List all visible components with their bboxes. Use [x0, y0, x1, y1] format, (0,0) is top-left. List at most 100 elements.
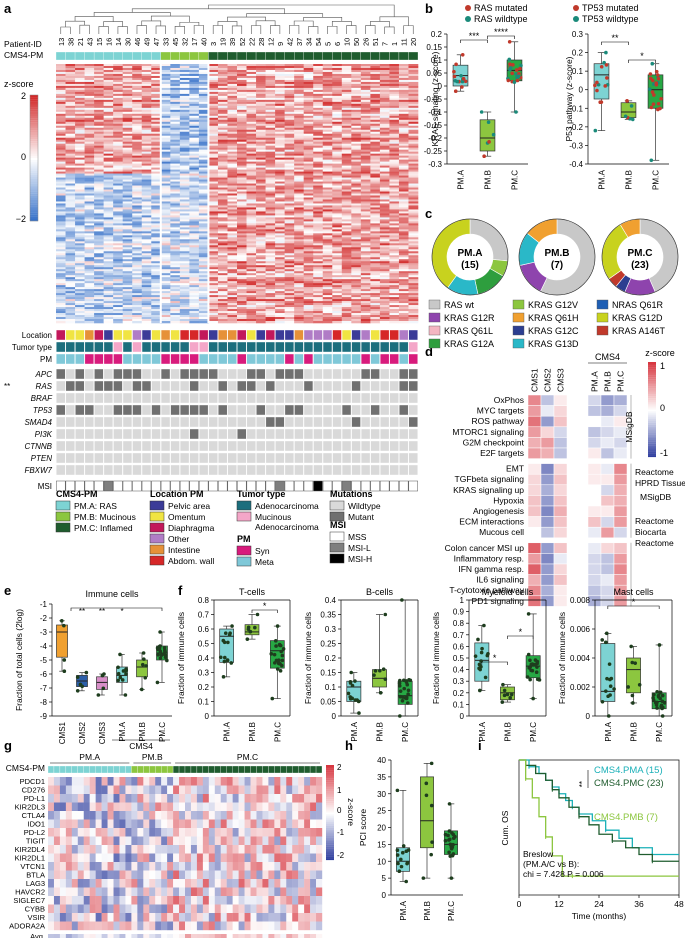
heatmap-cell: [94, 83, 104, 87]
heatmap-cell: [198, 281, 209, 284]
heatmap-cell: [227, 159, 238, 162]
cms4pm-cell: [103, 51, 114, 61]
heatmap-cell: [198, 165, 209, 168]
heatmap-cell: [141, 131, 152, 135]
heatmap-cell: [341, 231, 352, 234]
heatmap-cell: [179, 137, 190, 141]
heatmap-cell: [132, 263, 143, 266]
heatmap-cell: [170, 201, 181, 204]
heatmap-cell: [75, 209, 85, 212]
heatmap-cell: [237, 155, 247, 158]
heatmap-cell: [322, 143, 333, 146]
heatmap-cell: [313, 279, 324, 282]
heatmap-cell: [341, 201, 352, 204]
heatmap-cell: [179, 139, 190, 142]
heatmap-cell: [408, 221, 419, 224]
heatmap-cell: [141, 179, 152, 182]
heatmap-cell: [179, 85, 190, 89]
heatmap-cell: [360, 115, 371, 119]
heatmap-cell: [113, 215, 123, 218]
heatmap-cell: [94, 275, 104, 278]
cms4pm-cell: [398, 51, 409, 61]
heatmap-cell: [294, 213, 304, 216]
heatmap-cell: [84, 195, 95, 198]
heatmap-cell: [360, 267, 371, 270]
heatmap-cell: [227, 97, 238, 101]
heatmap-cell: [132, 87, 143, 91]
heatmap-cell: [151, 203, 162, 206]
heatmap-cell: [294, 185, 304, 188]
heatmap-cell: [341, 127, 352, 131]
heatmap-cell: [217, 167, 228, 170]
heatmap-cell: [208, 265, 219, 268]
heatmap-cell: [370, 73, 381, 77]
heatmap-cell: [284, 307, 295, 310]
heatmap-cell: [132, 175, 143, 178]
heatmap-cell: [84, 223, 95, 226]
heatmap-cell: [141, 201, 152, 204]
heatmap-cell: [322, 147, 333, 150]
heatmap-cell: [275, 225, 285, 228]
heatmap-cell: [217, 279, 228, 282]
heatmap-cell: [370, 163, 381, 166]
heatmap-cell: [256, 309, 266, 312]
heatmap-cell: [379, 267, 390, 270]
heatmap-cell: [265, 203, 276, 206]
heatmap-cell: [141, 95, 152, 99]
heatmap-cell: [341, 177, 352, 180]
heatmap-cell: [265, 153, 276, 156]
heatmap-cell: [332, 163, 343, 166]
heatmap-cell: [370, 245, 381, 248]
heatmap-cell: [103, 297, 114, 300]
heatmap-cell: [65, 107, 76, 111]
heatmap-cell: [217, 109, 228, 113]
heatmap-cell: [341, 241, 352, 244]
heatmap-cell: [113, 169, 123, 172]
heatmap-cell: [303, 115, 314, 119]
heatmap-cell: [379, 277, 390, 280]
heatmap-cell: [141, 119, 152, 123]
heatmap-cell: [303, 171, 314, 174]
heatmap-cell: [84, 185, 95, 188]
heatmap-cell: [341, 197, 352, 200]
heatmap-cell: [275, 159, 285, 162]
heatmap-cell: [170, 273, 181, 276]
panel-label-f: f: [178, 583, 183, 598]
heatmap-cell: [275, 195, 285, 198]
heatmap-cell: [103, 105, 114, 109]
heatmap-cell: [341, 133, 352, 137]
heatmap-cell: [122, 157, 133, 160]
heatmap-cell: [132, 125, 143, 129]
heatmap-cell: [208, 161, 219, 164]
heatmap-cell: [294, 201, 304, 204]
heatmap-cell: [246, 233, 257, 236]
heatmap-cell: [208, 109, 219, 113]
heatmap-cell: [198, 175, 209, 178]
heatmap-cell: [341, 209, 352, 212]
heatmap-cell: [170, 129, 181, 133]
heatmap-cell: [122, 303, 133, 306]
heatmap-cell: [351, 239, 362, 242]
heatmap-cell: [275, 243, 285, 246]
heatmap-cell: [313, 311, 324, 314]
heatmap-cell: [217, 157, 228, 160]
heatmap-cell: [379, 93, 390, 97]
heatmap-cell: [75, 243, 85, 246]
heatmap-cell: [94, 125, 104, 129]
heatmap-cell: [84, 165, 95, 168]
heatmap-cell: [122, 169, 133, 172]
heatmap-cell: [151, 315, 162, 318]
heatmap-cell: [113, 159, 123, 162]
heatmap-cell: [189, 85, 200, 89]
heatmap-cell: [313, 121, 324, 125]
heatmap-cell: [284, 101, 295, 105]
heatmap-cell: [179, 183, 190, 186]
heatmap-cell: [189, 315, 200, 318]
heatmap-cell: [389, 311, 400, 314]
heatmap-cell: [284, 97, 295, 101]
heatmap-cell: [389, 81, 400, 85]
heatmap-cell: [408, 111, 419, 115]
heatmap-cell: [246, 191, 257, 194]
heatmap-cell: [208, 203, 219, 206]
heatmap-cell: [313, 315, 324, 318]
